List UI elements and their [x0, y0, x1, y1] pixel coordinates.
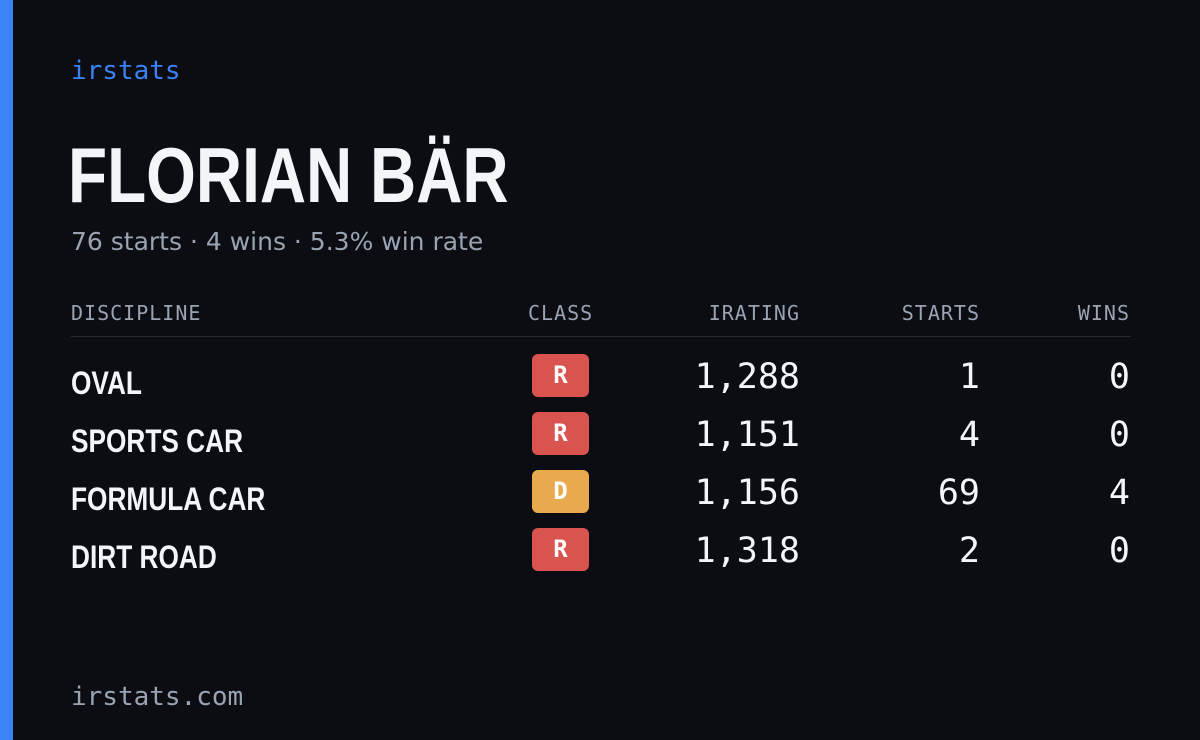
table-row: FORMULA CAR D 1,156 69 4 — [71, 469, 1131, 527]
header-class: CLASS — [528, 301, 594, 325]
wins-value: 4 — [1108, 473, 1130, 513]
license-class-badge: R — [532, 412, 589, 455]
starts-value: 1 — [958, 357, 980, 397]
player-name: FLORIAN BÄR — [68, 131, 509, 219]
wins-value: 0 — [1108, 357, 1130, 397]
irating-value: 1,318 — [694, 531, 800, 571]
footer-url[interactable]: irstats.com — [71, 682, 244, 712]
starts-value: 69 — [937, 473, 980, 513]
irating-value: 1,288 — [694, 357, 800, 397]
wins-value: 0 — [1108, 415, 1130, 455]
table-row: OVAL R 1,288 1 0 — [71, 353, 1131, 411]
wins-value: 0 — [1108, 531, 1130, 571]
irating-value: 1,151 — [694, 415, 800, 455]
header-wins: WINS — [1077, 301, 1130, 325]
discipline-name: OVAL — [71, 365, 142, 401]
table-header-row: DISCIPLINE CLASS IRATING STARTS WINS — [71, 296, 1131, 337]
header-discipline: DISCIPLINE — [71, 301, 202, 325]
starts-value: 2 — [958, 531, 980, 571]
discipline-name: DIRT ROAD — [71, 539, 217, 575]
discipline-name: FORMULA CAR — [71, 481, 266, 517]
player-summary: 76 starts · 4 wins · 5.3% win rate — [71, 227, 484, 256]
header-starts: STARTS — [901, 301, 980, 325]
brand-logo-text[interactable]: irstats — [71, 56, 181, 86]
table-row: DIRT ROAD R 1,318 2 0 — [71, 527, 1131, 585]
irating-value: 1,156 — [694, 473, 800, 513]
license-class-badge: R — [532, 528, 589, 571]
accent-bar — [0, 0, 13, 740]
table-body: OVAL R 1,288 1 0 SPORTS CAR R 1,151 4 0 … — [71, 353, 1131, 585]
license-class-badge: D — [532, 470, 589, 513]
header-irating: IRATING — [708, 301, 800, 325]
discipline-stats-table: DISCIPLINE CLASS IRATING STARTS WINS OVA… — [71, 296, 1131, 585]
license-class-badge: R — [532, 354, 589, 397]
table-row: SPORTS CAR R 1,151 4 0 — [71, 411, 1131, 469]
discipline-name: SPORTS CAR — [71, 423, 244, 459]
starts-value: 4 — [958, 415, 980, 455]
